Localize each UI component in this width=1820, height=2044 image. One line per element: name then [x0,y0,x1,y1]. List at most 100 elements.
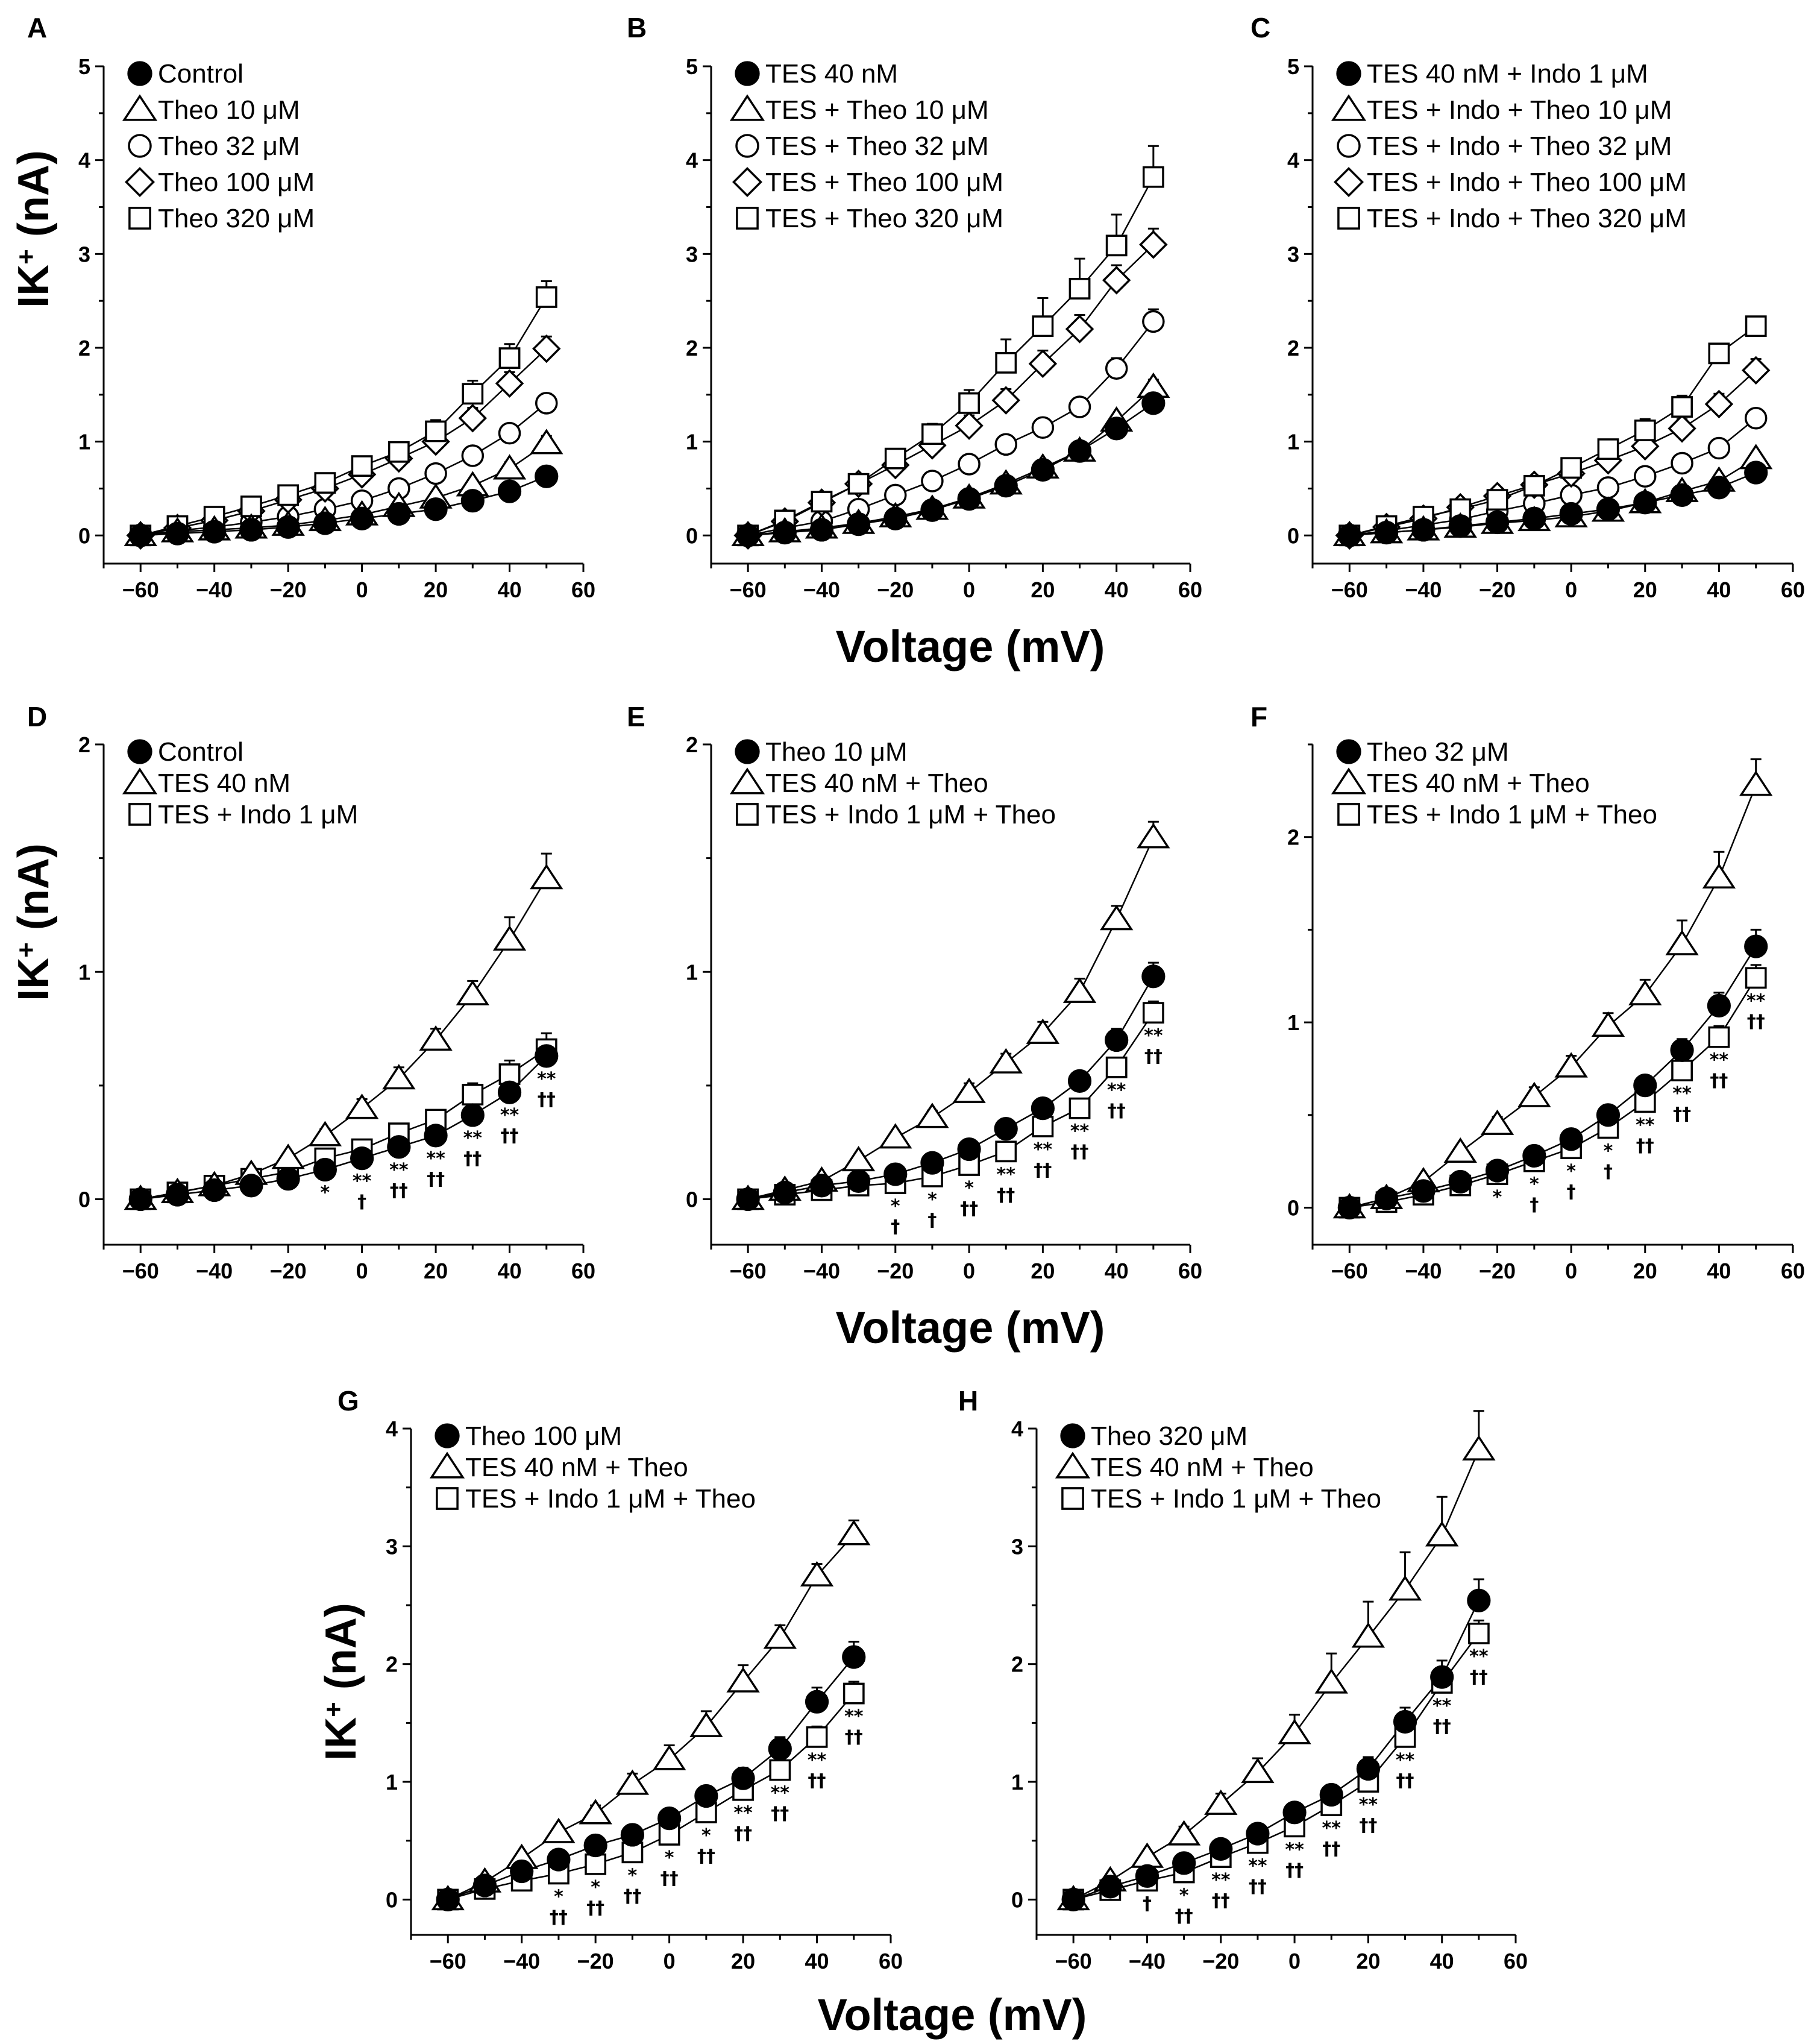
legend-marker [735,739,760,764]
data-point [1319,1782,1343,1807]
data-point [1467,1623,1490,1644]
data-point [1744,934,1768,958]
y-tick-label: 2 [78,336,90,360]
data-point [460,489,485,513]
data-point [920,498,944,522]
data-point [847,473,870,495]
significance-label: ** [1211,1870,1231,1891]
legend-item: TES + Theo 100 μM [732,167,1003,197]
x-tick-label: −20 [877,1259,914,1283]
x-tick-label: −40 [1129,1949,1166,1973]
y-tick-label: 1 [686,960,698,984]
significance-label: ** [733,1803,753,1824]
legend-item: TES 40 nM + Theo [729,767,988,798]
legend-item: TES + Theo 32 μM [735,131,989,161]
significance-label: ** [389,1160,409,1181]
legend-marker [736,207,759,230]
significance-label: * [1179,1885,1189,1906]
significance-label: ** [1746,990,1766,1011]
data-point [1393,1709,1417,1734]
y-axis-label-row3: IK+ (nA) [317,1603,365,1761]
data-point [128,523,152,547]
data-point [843,1682,865,1705]
significance-label: ** [997,1164,1016,1185]
significance-label: †† [734,1823,752,1844]
y-tick-label: 0 [386,1887,398,1912]
x-tick-label: −40 [803,577,840,602]
data-point [308,1121,342,1146]
data-point [350,506,374,530]
y-tick-label: 3 [686,242,698,266]
legend-item: Theo 320 μM [128,204,315,233]
data-point [1744,406,1768,430]
panel-letter-f: F [1250,701,1267,732]
data-point [994,433,1017,456]
legend-item: Theo 10 μM [122,94,300,125]
data-point [1425,1521,1459,1547]
data-point [1105,357,1128,380]
legend-marker [729,94,765,121]
x-tick-label: −20 [270,577,307,602]
x-tick-label: 60 [1781,577,1805,602]
legend-item: TES + Theo 320 μM [736,204,1003,233]
significance-label: †† [390,1180,408,1201]
legend-item: TES 40 nM + Indo 1 μM [1336,59,1648,89]
data-point [957,486,981,511]
data-point [1430,1665,1454,1689]
y-tick-label: 4 [1011,1417,1023,1441]
legend-label: Theo 320 μM [1091,1421,1247,1451]
legend-label: Control [158,59,243,89]
data-point [955,411,984,440]
x-tick-label: 40 [1430,1949,1454,1973]
data-point [313,511,337,535]
y-tick-label: 2 [686,732,698,757]
x-axis-label-row1: Voltage (mV) [836,621,1105,671]
significance-label: ** [1396,1750,1415,1771]
data-point [1139,230,1168,259]
legend-marker [1061,1487,1084,1510]
x-tick-label: 20 [1031,577,1055,602]
legend-marker [429,1451,465,1479]
data-point [1351,1622,1385,1648]
data-point [497,479,522,503]
x-tick-label: 60 [879,1949,903,1973]
significance-label: * [1530,1174,1539,1195]
data-point [1708,342,1730,365]
significance-label: †† [1249,1876,1267,1898]
data-point [492,454,527,480]
significance-label: * [665,1847,674,1869]
significance-label: ** [1248,1856,1267,1877]
data-point [1702,863,1736,889]
data-point [202,1178,227,1203]
legend-item: TES + Indo 1 μM [128,800,358,829]
data-point [1704,389,1734,419]
x-tick-label: 20 [424,577,448,602]
y-tick-label: 3 [1011,1534,1023,1559]
legend-label: TES 40 nM + Indo 1 μM [1367,59,1648,89]
data-point [879,1123,912,1149]
x-tick-label: 20 [1633,1259,1657,1283]
data-point [240,495,262,517]
y-tick-label: 1 [386,1770,398,1794]
data-point [1745,967,1767,989]
data-point [202,520,227,544]
data-point [1708,1026,1730,1048]
x-tick-label: 0 [963,577,975,602]
data-point [1522,1143,1546,1168]
data-point [1105,234,1128,257]
legend-label: TES + Indo 1 μM + Theo [1091,1484,1381,1514]
y-tick-label: 4 [78,148,90,173]
x-tick-label: −40 [1405,577,1442,602]
data-point [583,1833,607,1858]
data-point [1068,278,1091,300]
data-point [620,1823,644,1847]
legend-marker [122,767,158,794]
panel-letter-c: C [1250,12,1270,43]
significance-label: †† [661,1868,679,1889]
significance-label: †† [1636,1135,1654,1156]
significance-label: ** [537,1069,556,1090]
significance-label: †† [1747,1011,1765,1032]
y-tick-label: 1 [1287,430,1299,454]
